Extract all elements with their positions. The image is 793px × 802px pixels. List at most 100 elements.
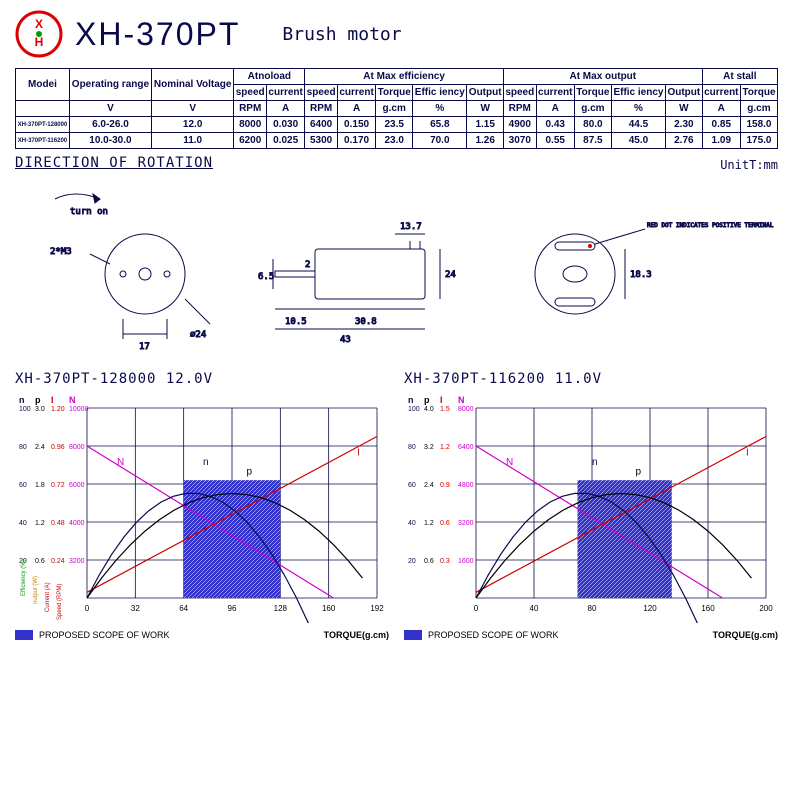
svg-text:N: N xyxy=(506,457,513,468)
svg-text:80: 80 xyxy=(588,604,597,613)
svg-text:1600: 1600 xyxy=(458,558,474,565)
svg-text:10.5: 10.5 xyxy=(285,317,307,327)
svg-text:turn on: turn on xyxy=(70,207,108,217)
svg-text:160: 160 xyxy=(322,604,336,613)
svg-text:1.8: 1.8 xyxy=(35,482,45,489)
svg-text:6400: 6400 xyxy=(458,444,474,451)
svg-text:2*M3: 2*M3 xyxy=(50,247,72,257)
svg-text:0.72: 0.72 xyxy=(51,482,65,489)
svg-text:8000: 8000 xyxy=(69,444,85,451)
svg-text:128: 128 xyxy=(274,604,288,613)
svg-text:1.5: 1.5 xyxy=(440,406,450,413)
svg-text:∅24: ∅24 xyxy=(190,330,206,340)
svg-text:3200: 3200 xyxy=(69,558,85,565)
svg-text:192: 192 xyxy=(370,604,384,613)
svg-text:N: N xyxy=(117,457,124,468)
svg-text:Efficiency (%): Efficiency (%) xyxy=(21,559,27,596)
svg-text:20: 20 xyxy=(408,558,416,565)
technical-diagram: turn on 2*M3 ∅24 17 6.5 2 10.5 30.8 43 1… xyxy=(15,179,778,359)
chart-2: XH-370PT-116200 11.0V 04080120160200n100… xyxy=(404,371,778,640)
svg-text:Speed (RPM): Speed (RPM) xyxy=(57,584,63,620)
svg-text:6000: 6000 xyxy=(69,482,85,489)
svg-text:Current (A): Current (A) xyxy=(45,582,51,612)
svg-text:200: 200 xyxy=(759,604,773,613)
svg-text:N: N xyxy=(69,395,76,405)
svg-text:I: I xyxy=(746,448,749,459)
svg-text:24: 24 xyxy=(445,270,456,280)
svg-text:0.6: 0.6 xyxy=(440,520,450,527)
svg-text:0.6: 0.6 xyxy=(35,558,45,565)
svg-text:n: n xyxy=(203,457,209,468)
svg-text:120: 120 xyxy=(643,604,657,613)
chart-2-title: XH-370PT-116200 11.0V xyxy=(404,371,778,387)
svg-text:p: p xyxy=(636,467,642,478)
svg-text:H: H xyxy=(35,35,44,49)
svg-text:160: 160 xyxy=(701,604,715,613)
rotation-row: DIRECTION OF ROTATION UnitT:mm xyxy=(15,155,778,175)
spec-table: ModeiOperating rangeNominal VoltageAtnol… xyxy=(15,68,778,149)
svg-text:96: 96 xyxy=(228,604,237,613)
charts-container: XH-370PT-128000 12.0V 0326496128160192n1… xyxy=(15,371,778,640)
chart-1-legend: PROPOSED SCOPE OF WORK TORQUE(g.cm) xyxy=(15,630,389,640)
svg-text:4000: 4000 xyxy=(69,520,85,527)
svg-text:0.48: 0.48 xyxy=(51,520,65,527)
svg-text:100: 100 xyxy=(408,406,420,413)
rotation-label: DIRECTION OF ROTATION xyxy=(15,155,213,171)
svg-text:X: X xyxy=(35,17,43,31)
svg-text:n: n xyxy=(408,395,414,405)
svg-text:1.2: 1.2 xyxy=(440,444,450,451)
svg-text:13.7: 13.7 xyxy=(400,222,422,232)
svg-text:N: N xyxy=(458,395,465,405)
svg-text:1.20: 1.20 xyxy=(51,406,65,413)
svg-text:n: n xyxy=(19,395,25,405)
svg-text:2.4: 2.4 xyxy=(424,482,434,489)
svg-text:0: 0 xyxy=(474,604,479,613)
svg-text:0.24: 0.24 xyxy=(51,558,65,565)
chart-1-title: XH-370PT-128000 12.0V xyxy=(15,371,389,387)
svg-text:30.8: 30.8 xyxy=(355,317,377,327)
product-title: XH-370PT xyxy=(75,16,240,53)
svg-text:0.6: 0.6 xyxy=(424,558,434,565)
svg-text:output (W): output (W) xyxy=(33,576,39,604)
svg-text:0: 0 xyxy=(85,604,90,613)
header: X H XH-370PT Brush motor xyxy=(15,10,778,58)
svg-text:0.96: 0.96 xyxy=(51,444,65,451)
svg-text:18.3: 18.3 xyxy=(630,270,652,280)
svg-text:3.0: 3.0 xyxy=(35,406,45,413)
svg-text:80: 80 xyxy=(19,444,27,451)
svg-text:32: 32 xyxy=(131,604,140,613)
svg-text:80: 80 xyxy=(408,444,416,451)
chart-2-svg: 04080120160200n10080604020p4.03.22.41.20… xyxy=(404,393,778,623)
svg-text:40: 40 xyxy=(19,520,27,527)
svg-text:I: I xyxy=(440,395,443,405)
svg-text:0.3: 0.3 xyxy=(440,558,450,565)
svg-text:6.5: 6.5 xyxy=(258,272,274,282)
svg-text:RED DOT INDICATES POSITIVE TER: RED DOT INDICATES POSITIVE TERMINAL xyxy=(647,222,774,229)
unit-label: UnitT:mm xyxy=(720,158,778,172)
svg-text:60: 60 xyxy=(408,482,416,489)
product-subtitle: Brush motor xyxy=(282,24,401,45)
svg-text:40: 40 xyxy=(530,604,539,613)
svg-text:8000: 8000 xyxy=(458,406,474,413)
svg-text:17: 17 xyxy=(139,342,150,352)
svg-text:p: p xyxy=(424,395,430,405)
svg-text:60: 60 xyxy=(19,482,27,489)
svg-text:I: I xyxy=(51,395,54,405)
svg-text:n: n xyxy=(592,457,598,468)
svg-text:p: p xyxy=(247,467,253,478)
svg-text:1.2: 1.2 xyxy=(424,520,434,527)
svg-text:64: 64 xyxy=(179,604,188,613)
svg-text:0.9: 0.9 xyxy=(440,482,450,489)
chart-2-legend: PROPOSED SCOPE OF WORK TORQUE(g.cm) xyxy=(404,630,778,640)
svg-text:10000: 10000 xyxy=(69,406,89,413)
svg-text:1.2: 1.2 xyxy=(35,520,45,527)
svg-text:3200: 3200 xyxy=(458,520,474,527)
logo-icon: X H xyxy=(15,10,63,58)
svg-text:2.4: 2.4 xyxy=(35,444,45,451)
svg-text:I: I xyxy=(357,448,360,459)
svg-text:2: 2 xyxy=(305,260,310,270)
svg-text:p: p xyxy=(35,395,41,405)
svg-text:4800: 4800 xyxy=(458,482,474,489)
chart-1-svg: 0326496128160192n10080604020p3.02.41.81.… xyxy=(15,393,389,623)
svg-text:3.2: 3.2 xyxy=(424,444,434,451)
